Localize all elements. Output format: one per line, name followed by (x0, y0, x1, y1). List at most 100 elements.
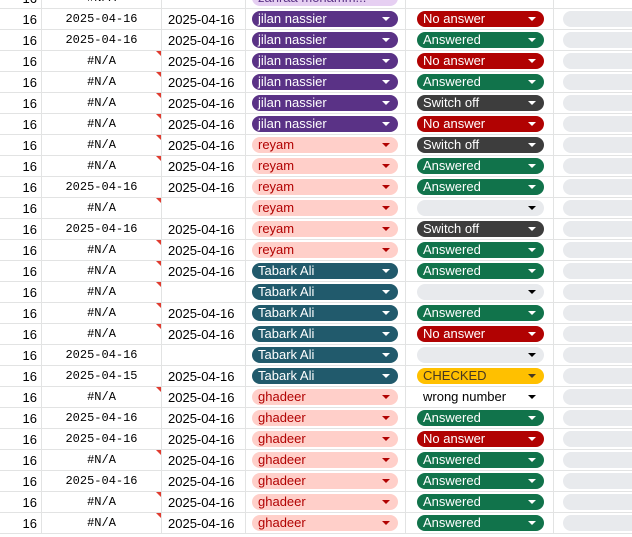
dropdown-chip[interactable]: CHECKED (417, 368, 544, 384)
dropdown-chip[interactable]: No answer (417, 116, 544, 132)
dropdown-chip[interactable]: Answered (417, 179, 544, 195)
cell: 16 (0, 30, 42, 51)
dropdown-chip[interactable]: Tabark Ali (252, 305, 398, 321)
dropdown-chip[interactable] (563, 515, 632, 531)
cell (554, 408, 632, 429)
dropdown-chip[interactable] (563, 179, 632, 195)
dropdown-chip[interactable]: Answered (417, 515, 544, 531)
dropdown-chip[interactable]: Answered (417, 242, 544, 258)
dropdown-chip[interactable]: reyam (252, 137, 398, 153)
dropdown-chip[interactable]: Answered (417, 263, 544, 279)
dropdown-chip[interactable] (563, 326, 632, 342)
error-indicator (156, 450, 161, 455)
dropdown-chip[interactable]: Tabark Ali (252, 347, 398, 363)
dropdown-chip[interactable] (563, 200, 632, 216)
dropdown-chip[interactable] (563, 137, 632, 153)
dropdown-chip[interactable]: No answer (417, 11, 544, 27)
dropdown-chip[interactable]: zahraa mohamm... (252, 0, 398, 6)
dropdown-chip[interactable]: Switch off (417, 137, 544, 153)
dropdown-chip[interactable] (563, 305, 632, 321)
cell: 16 (0, 450, 42, 471)
dropdown-chip[interactable] (563, 431, 632, 447)
cell: 2025-04-16 (162, 429, 246, 450)
dropdown-chip[interactable]: Answered (417, 32, 544, 48)
cell (554, 135, 632, 156)
cell: jilan nassier (246, 114, 406, 135)
dropdown-chip[interactable]: Tabark Ali (252, 368, 398, 384)
dropdown-chip[interactable] (563, 74, 632, 90)
dropdown-chip[interactable]: Tabark Ali (252, 284, 398, 300)
cell: wrong number (406, 387, 554, 408)
dropdown-chip[interactable]: Answered (417, 452, 544, 468)
cell: ghadeer (246, 471, 406, 492)
dropdown-chip[interactable] (563, 263, 632, 279)
dropdown-chip[interactable]: Switch off (417, 95, 544, 111)
dropdown-chip[interactable]: jilan nassier (252, 32, 398, 48)
dropdown-chip[interactable] (563, 242, 632, 258)
dropdown-chip[interactable] (417, 284, 544, 300)
dropdown-chip[interactable] (563, 221, 632, 237)
cell: jilan nassier (246, 93, 406, 114)
dropdown-chip[interactable] (563, 158, 632, 174)
dropdown-chip[interactable]: ghadeer (252, 494, 398, 510)
dropdown-chip[interactable]: ghadeer (252, 515, 398, 531)
dropdown-chip[interactable] (563, 410, 632, 426)
cell: 2025-04-16 (162, 30, 246, 51)
dropdown-chip[interactable] (563, 389, 632, 405)
dropdown-chip[interactable] (563, 32, 632, 48)
dropdown-chip[interactable] (563, 284, 632, 300)
dropdown-chip[interactable] (417, 200, 544, 216)
dropdown-chip[interactable]: jilan nassier (252, 74, 398, 90)
dropdown-chip[interactable]: ghadeer (252, 431, 398, 447)
cell: 16 (0, 324, 42, 345)
cell: 2025-04-16 (162, 114, 246, 135)
chip-label: No answer (423, 11, 486, 26)
error-indicator (156, 114, 161, 119)
dropdown-chip[interactable]: Answered (417, 305, 544, 321)
dropdown-chip[interactable] (563, 347, 632, 363)
dropdown-chip[interactable]: Answered (417, 410, 544, 426)
dropdown-chip[interactable]: ghadeer (252, 452, 398, 468)
dropdown-chip[interactable]: Answered (417, 74, 544, 90)
dropdown-chip[interactable]: Tabark Ali (252, 263, 398, 279)
dropdown-chip[interactable]: Answered (417, 473, 544, 489)
cell (554, 261, 632, 282)
dropdown-chip[interactable] (563, 116, 632, 132)
dropdown-chip[interactable]: No answer (417, 53, 544, 69)
cell (554, 240, 632, 261)
dropdown-chip[interactable] (563, 494, 632, 510)
dropdown-chip[interactable]: No answer (417, 431, 544, 447)
dropdown-chip[interactable] (563, 53, 632, 69)
dropdown-chip[interactable]: ghadeer (252, 389, 398, 405)
dropdown-chip[interactable]: jilan nassier (252, 95, 398, 111)
dropdown-chip[interactable] (417, 347, 544, 363)
cell: 16 (0, 366, 42, 387)
dropdown-arrow (382, 374, 390, 378)
dropdown-chip[interactable] (563, 452, 632, 468)
dropdown-chip[interactable]: reyam (252, 179, 398, 195)
chip-label: Tabark Ali (258, 284, 315, 299)
dropdown-chip[interactable] (563, 473, 632, 489)
dropdown-chip[interactable]: No answer (417, 326, 544, 342)
dropdown-arrow (382, 38, 390, 42)
dropdown-chip[interactable]: jilan nassier (252, 11, 398, 27)
dropdown-chip[interactable]: Switch off (417, 221, 544, 237)
dropdown-chip[interactable]: jilan nassier (252, 53, 398, 69)
dropdown-chip[interactable]: ghadeer (252, 410, 398, 426)
dropdown-chip[interactable]: reyam (252, 221, 398, 237)
dropdown-chip[interactable]: Answered (417, 158, 544, 174)
dropdown-chip[interactable] (563, 95, 632, 111)
dropdown-chip[interactable]: ghadeer (252, 473, 398, 489)
dropdown-chip[interactable]: wrong number (417, 389, 544, 405)
dropdown-chip[interactable]: Tabark Ali (252, 326, 398, 342)
dropdown-chip[interactable]: reyam (252, 158, 398, 174)
cell: 2025-04-16 (162, 387, 246, 408)
dropdown-chip[interactable]: jilan nassier (252, 116, 398, 132)
cell: 16 (0, 408, 42, 429)
chip-label: reyam (258, 221, 295, 236)
dropdown-chip[interactable]: reyam (252, 242, 398, 258)
dropdown-chip[interactable] (563, 11, 632, 27)
dropdown-chip[interactable] (563, 368, 632, 384)
dropdown-chip[interactable]: Answered (417, 494, 544, 510)
dropdown-chip[interactable]: reyam (252, 200, 398, 216)
